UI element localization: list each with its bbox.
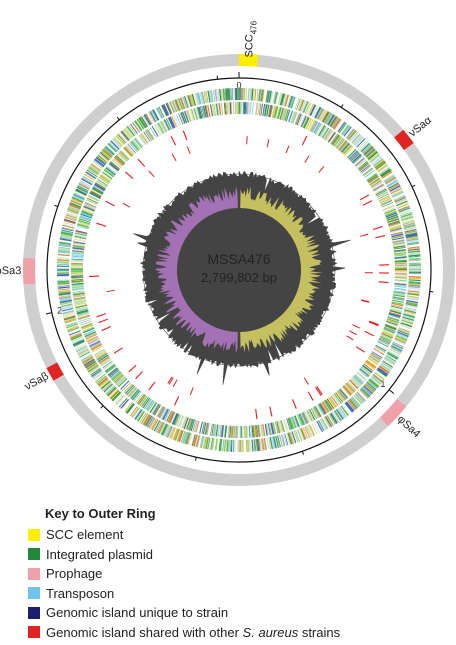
outer-ring-elements bbox=[22, 54, 414, 427]
key-item-label: Integrated plasmid bbox=[46, 546, 153, 562]
key-item: Genomic island shared with other S. aure… bbox=[28, 623, 448, 643]
element-label-3: νSaβ bbox=[23, 370, 51, 393]
key-list: SCC element Integrated plasmid Prophage Tra… bbox=[28, 525, 448, 642]
reverse-strand-genes bbox=[71, 102, 407, 438]
key-swatch bbox=[28, 528, 40, 541]
outer-element-1 bbox=[394, 129, 414, 151]
key-item-label: Prophage bbox=[46, 566, 103, 582]
outer-element-2 bbox=[379, 398, 407, 427]
key-item: SCC element bbox=[28, 525, 448, 545]
element-label-2: φSa4 bbox=[395, 413, 423, 440]
key-item: Integrated plasmid bbox=[28, 545, 448, 565]
key-item: Genomic island unique to strain bbox=[28, 603, 448, 623]
key-item-label: Transposon bbox=[46, 585, 115, 601]
tick-label-1: 1 bbox=[380, 379, 385, 389]
key-item: Transposon bbox=[28, 584, 448, 604]
feature-ring bbox=[106, 136, 373, 396]
outer-ring-key: Key to Outer Ring SCC element Integrated … bbox=[28, 506, 448, 642]
rna-ring bbox=[89, 130, 389, 419]
outer-element-4 bbox=[22, 257, 36, 285]
element-label-0: SCC476 bbox=[243, 20, 258, 57]
element-label-1: νSaα bbox=[407, 114, 435, 139]
key-title: Key to Outer Ring bbox=[45, 506, 156, 521]
gc-skew-positive bbox=[240, 186, 323, 353]
key-item-label: Genomic island unique to strain bbox=[46, 605, 229, 621]
key-item-label: SCC element bbox=[46, 527, 124, 543]
element-label-4: φSa3 bbox=[0, 265, 21, 277]
forward-strand-genes bbox=[57, 88, 421, 453]
tick-label-0: 0 bbox=[236, 80, 241, 90]
position-ticks: 0 1 2 bbox=[45, 72, 434, 461]
key-item: Prophage bbox=[28, 564, 448, 584]
genome-size: 2,799,802 bp bbox=[201, 270, 277, 285]
key-swatch bbox=[28, 626, 40, 639]
genome-name: MSSA476 bbox=[207, 251, 270, 267]
key-swatch bbox=[28, 606, 40, 619]
key-swatch bbox=[28, 548, 40, 561]
key-swatch bbox=[28, 587, 40, 600]
gc-skew-negative bbox=[155, 186, 238, 354]
tick-label-2: 2 bbox=[57, 305, 62, 315]
key-swatch bbox=[28, 567, 40, 580]
key-item-label: Genomic island shared with other S. aure… bbox=[46, 624, 341, 640]
outer-element-0 bbox=[239, 54, 259, 67]
outer-element-3 bbox=[46, 362, 64, 381]
genome-circular-map: 0 1 2 SCC476 νSaα φSa4 νSaβ φSa3 MSSA476 2,799… bbox=[0, 20, 455, 486]
